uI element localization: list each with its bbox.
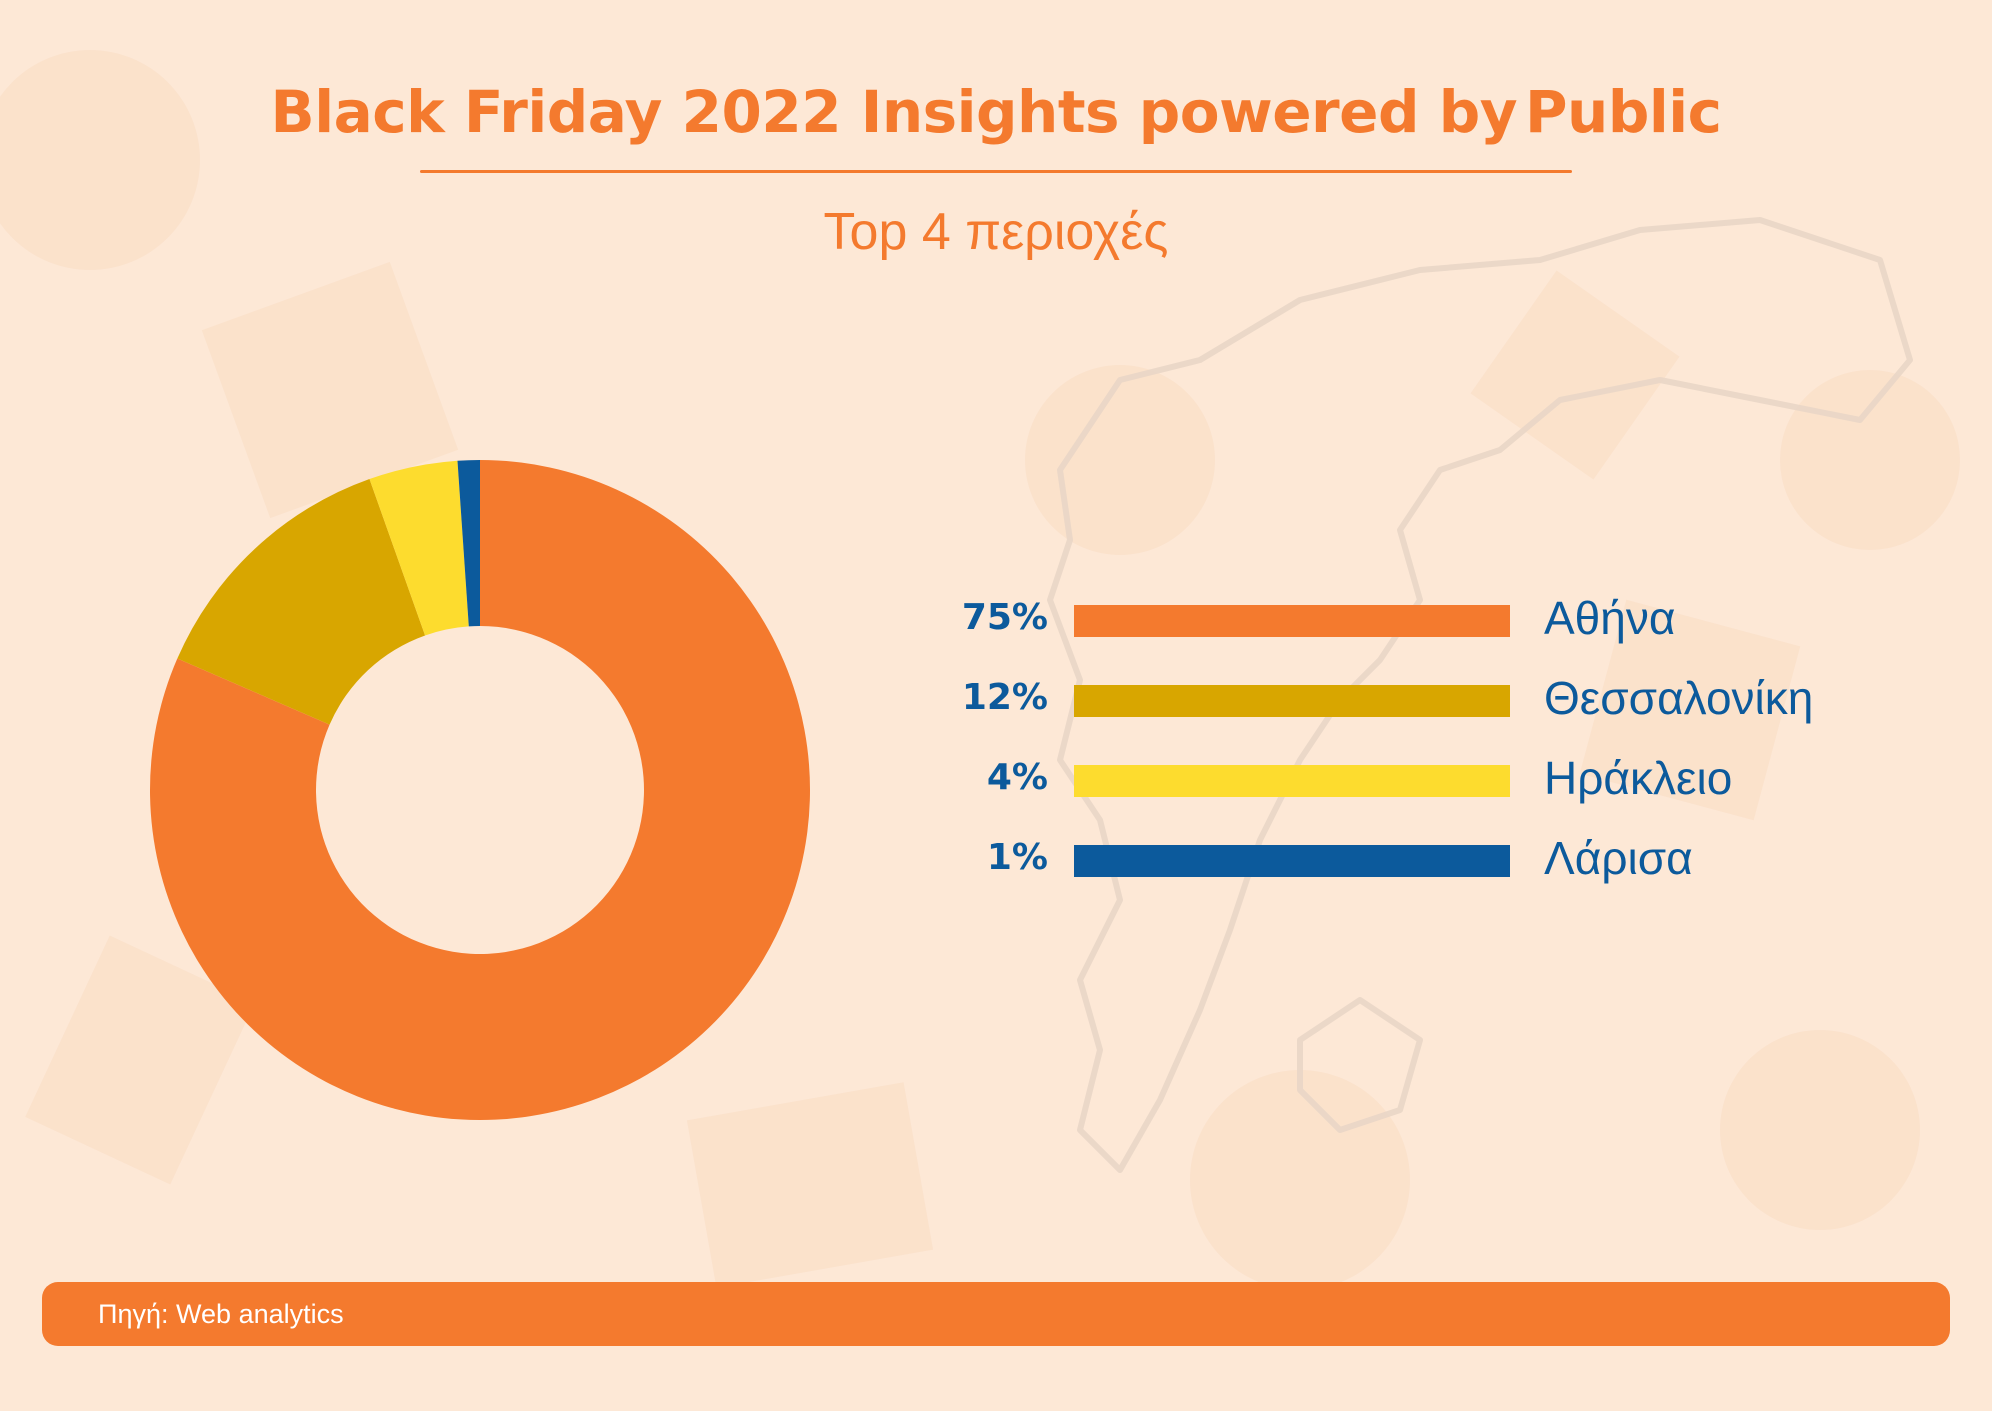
chart-title: Black Friday 2022 Insights powered by Pub…: [0, 78, 1992, 146]
legend-bar: [1074, 605, 1510, 637]
source-footer: Πηγή: Web analytics: [42, 1282, 1950, 1346]
brand-logo: Public: [1525, 78, 1722, 146]
donut-slice-2: [177, 479, 426, 725]
legend-row: 12% Θεσσαλονίκη: [940, 672, 1860, 757]
title-divider: [420, 170, 1572, 173]
donut-slice-4: [457, 460, 480, 627]
donut-chart: [149, 460, 810, 1120]
donut-slice-1: [149, 460, 810, 1120]
region-label: Αθήνα: [1544, 592, 1676, 644]
source-text: Πηγή: Web analytics: [98, 1299, 344, 1329]
legend-bar: [1074, 685, 1510, 717]
chart-subtitle: Top 4 περιοχές: [823, 203, 1169, 261]
percent-label: 75%: [961, 597, 1048, 638]
percent-label: 12%: [961, 677, 1048, 718]
region-label: Θεσσαλονίκη: [1544, 672, 1814, 724]
title-text: Black Friday 2022 Insights powered by: [270, 78, 1518, 146]
donut-slice-3: [369, 460, 469, 636]
legend-bar: [1074, 765, 1510, 797]
percent-label: 4%: [986, 757, 1048, 798]
region-label: Λάρισα: [1544, 832, 1693, 884]
legend-bar: [1074, 845, 1510, 877]
legend-row: 4% Ηράκλειο: [940, 752, 1860, 837]
region-label: Ηράκλειο: [1544, 752, 1733, 804]
legend-row: 1% Λάρισα: [940, 832, 1860, 917]
percent-label: 1%: [986, 837, 1048, 878]
legend-row: 75% Αθήνα: [940, 592, 1860, 677]
legend: 75% Αθήνα 12% Θεσσαλονίκη 4% Ηράκλειο 1%…: [940, 592, 1860, 917]
